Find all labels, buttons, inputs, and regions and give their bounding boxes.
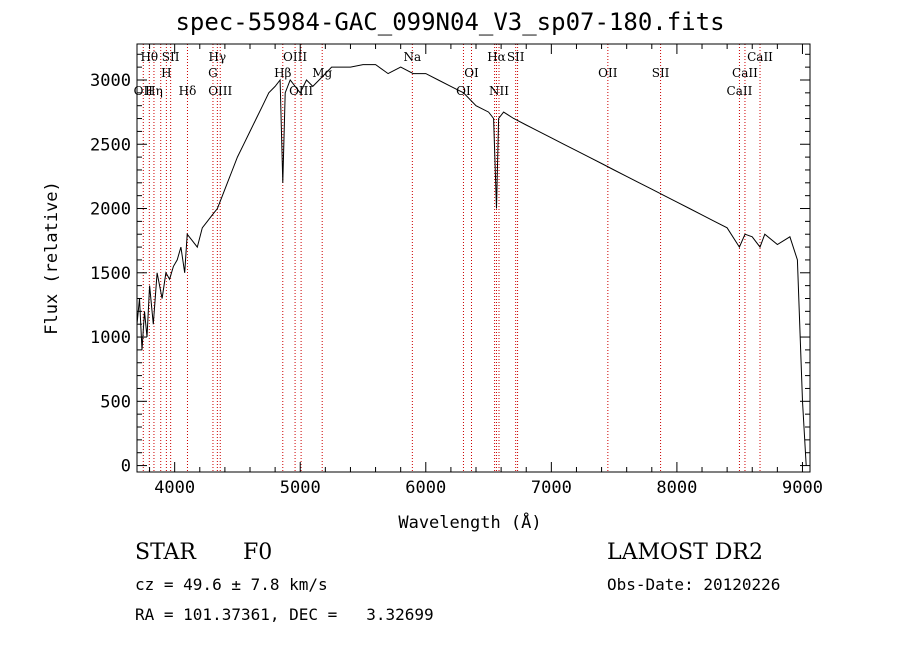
line-marker-label: OIII (208, 84, 232, 98)
chart-title: spec-55984-GAC_099N04_V3_sp07-180.fits (175, 8, 725, 36)
line-marker-label: Hδ (179, 84, 197, 98)
y-tick-label: 2500 (90, 135, 131, 155)
axis-ticks (137, 44, 810, 472)
y-tick-label: 1500 (90, 264, 131, 284)
line-marker-label: Na (404, 50, 422, 64)
line-marker-label: OII (134, 84, 154, 98)
line-marker-label: Hθ (140, 50, 158, 64)
line-marker-label: NII (489, 84, 509, 98)
redshift-velocity: cz = 49.6 ± 7.8 km/s (135, 575, 328, 594)
line-markers (142, 44, 761, 472)
line-marker-label: SII (507, 50, 525, 64)
line-marker-label: Hγ (209, 50, 227, 64)
line-marker-label: OI (464, 66, 479, 80)
observation-date: Obs-Date: 20120226 (607, 575, 781, 594)
line-marker-label: H (161, 66, 171, 80)
line-marker-label: Hβ (274, 66, 291, 80)
x-tick-label: 7000 (531, 478, 572, 498)
sky-coordinates: RA = 101.37361, DEC = 3.32699 (135, 605, 434, 624)
line-marker-label: G (208, 66, 218, 80)
y-axis-label: Flux (relative) (42, 181, 62, 335)
y-tick-label: 3000 (90, 71, 131, 91)
y-tick-label: 0 (121, 457, 131, 477)
plot-frame (136, 43, 811, 473)
line-marker-label: OIII (283, 50, 307, 64)
x-tick-label: 4000 (154, 478, 195, 498)
x-tick-label: 6000 (405, 478, 446, 498)
line-marker-label: Hη (145, 84, 163, 98)
survey-name: LAMOST DR2 (607, 540, 763, 565)
line-marker-label: Hα (487, 50, 506, 64)
line-marker-labels: OII Hθ Hη H SII Hδ G Hγ OIII Hβ OIII OIII Mg Na OI OI Hα… (134, 50, 774, 98)
y-tick-label: 1000 (90, 328, 131, 348)
x-tick-label: 5000 (280, 478, 321, 498)
line-marker-label: OII (598, 66, 618, 80)
axis-tick-labels: 4000 5000 6000 7000 8000 9000 0 500 1000 1500 2000… (90, 71, 823, 498)
spectrum-series-line (136, 64, 807, 466)
line-marker-label: CaII (727, 84, 753, 98)
line-marker-label: CaII (732, 66, 758, 80)
line-marker-label: CaII (747, 50, 773, 64)
object-subclass: F0 (243, 540, 273, 565)
line-marker-label: OIII (289, 84, 313, 98)
line-marker-label: SII (162, 50, 180, 64)
line-marker-label: SII (652, 66, 670, 80)
x-tick-label: 8000 (656, 478, 697, 498)
x-axis-label: Wavelength (Å) (398, 511, 541, 533)
object-class: STAR (135, 540, 196, 565)
line-marker-label: OI (456, 84, 471, 98)
y-tick-label: 2000 (90, 200, 131, 220)
x-tick-label: 9000 (782, 478, 823, 498)
y-tick-label: 500 (100, 392, 131, 412)
line-marker-label: Mg (312, 66, 332, 80)
